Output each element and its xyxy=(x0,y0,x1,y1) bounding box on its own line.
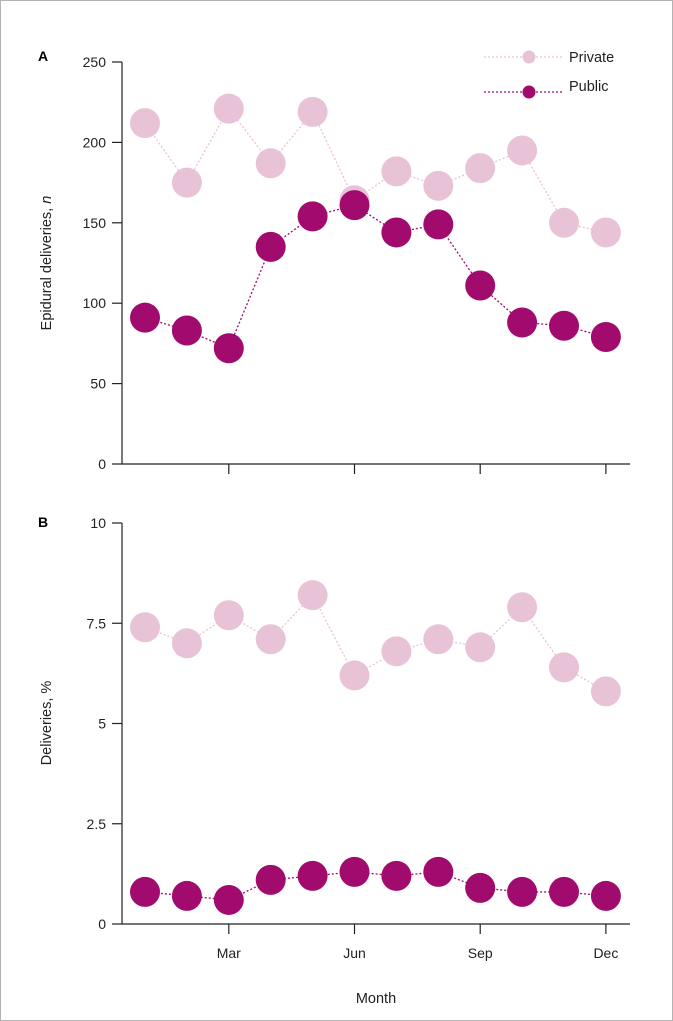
panel-b-private-point xyxy=(423,624,454,655)
panel-a-private-line xyxy=(144,107,607,234)
panel-a-private-point xyxy=(255,148,286,179)
x-tick-label-mar: Mar xyxy=(217,945,241,961)
legend-public-label: Public xyxy=(569,79,609,95)
panel-a-y-ticks: 0 50 100 150 200 250 xyxy=(83,54,122,472)
panel-b-private-point xyxy=(339,660,370,691)
x-axis-title: Month xyxy=(356,991,396,1007)
panel-b-private-point xyxy=(549,652,579,683)
panel-b-public-point xyxy=(423,856,454,887)
panel-a-private-point xyxy=(549,207,579,238)
panel-a-public-point xyxy=(549,310,579,341)
panel-a-public-point xyxy=(339,190,370,221)
panel-a-private-point xyxy=(213,93,244,124)
panel-b-public-point xyxy=(381,860,412,891)
panel-b-private-point xyxy=(171,628,202,659)
panel-a-y-tick-label: 250 xyxy=(83,54,107,70)
panel-b-public-point xyxy=(507,876,538,907)
panel-a-private-point xyxy=(130,108,160,139)
panel-a-private-point xyxy=(297,96,328,127)
panel-b-series xyxy=(130,580,621,915)
panel-a-public-point xyxy=(213,333,244,364)
panel-b-private-point xyxy=(213,600,244,631)
panel-a-public-point xyxy=(171,315,202,346)
panel-a-public-point xyxy=(465,270,496,301)
panel-b-public-point xyxy=(255,864,286,895)
panel-b-public-point xyxy=(549,876,579,907)
panel-b-y-tick-label: 2.5 xyxy=(87,816,107,832)
panel-b-x-ticks: Mar Jun Sep Dec xyxy=(217,924,618,961)
panel-b-public-point xyxy=(213,884,244,915)
panel-b-private-point xyxy=(130,612,160,643)
panel-b-public-point xyxy=(465,872,496,903)
panel-a-y-axis-title: Epidural deliveries, n xyxy=(39,196,55,331)
panel-a-letter: A xyxy=(38,48,48,64)
panel-a-private-point xyxy=(381,156,412,187)
panel-a-public-point xyxy=(590,321,621,352)
panel-a-public-point xyxy=(297,201,328,232)
panel-b-private-point xyxy=(507,592,538,623)
panel-a-y-tick-label: 0 xyxy=(98,456,106,472)
panel-a-y-tick-label: 100 xyxy=(83,295,107,311)
panel-b-private-point xyxy=(381,636,412,667)
x-tick-label-jun: Jun xyxy=(343,945,366,961)
panel-b-private-point xyxy=(255,624,286,655)
panel-b-private-point xyxy=(590,676,621,707)
x-tick-label-sep: Sep xyxy=(468,945,493,961)
panel-b-y-tick-label: 7.5 xyxy=(87,615,107,631)
panel-b-y-ticks: 0 2.5 5 7.5 10 xyxy=(87,515,122,932)
panel-a-private-point xyxy=(171,167,202,198)
panel-b-y-tick-label: 5 xyxy=(98,716,106,732)
panel-b-letter: B xyxy=(38,514,48,530)
panel-a-public-point xyxy=(130,302,160,333)
panel-a-y-tick-label: 200 xyxy=(83,134,107,150)
panel-a-private-point xyxy=(423,170,454,201)
panel-b-private-point xyxy=(465,632,496,663)
legend-public-marker xyxy=(522,85,536,99)
panel-a-series xyxy=(130,93,621,364)
legend: Private Public xyxy=(484,50,614,99)
panel-a-public-point xyxy=(381,217,412,248)
panel-b-public-point xyxy=(297,860,328,891)
legend-private-marker xyxy=(522,50,536,64)
panel-a-private-point xyxy=(590,217,621,248)
panel-b-y-tick-label: 10 xyxy=(90,515,106,531)
panel-a-public-point xyxy=(507,307,538,338)
panel-a-public-point xyxy=(255,231,286,262)
legend-private-label: Private xyxy=(569,50,614,66)
panel-a-y-tick-label: 150 xyxy=(83,215,107,231)
panel-b-public-point xyxy=(130,876,160,907)
panel-a-private-point xyxy=(465,153,496,184)
panel-b: B Deliveries, % Month 0 2.5 5 7.5 10 Mar Jun S… xyxy=(38,514,630,1007)
panel-a-x-ticks xyxy=(228,464,607,474)
panel-b-public-point xyxy=(590,880,621,911)
x-tick-label-dec: Dec xyxy=(593,945,618,961)
panel-b-public-point xyxy=(339,856,370,887)
panel-a-public-line xyxy=(144,204,607,350)
panel-b-public-line xyxy=(144,871,606,901)
panel-b-y-tick-label: 0 xyxy=(98,916,106,932)
panel-a: A Epidural deliveries, n 0 50 100 150 200 250… xyxy=(38,48,630,474)
panel-a-public-point xyxy=(423,209,454,240)
panel-a-y-tick-label: 50 xyxy=(90,376,106,392)
panel-a-private-point xyxy=(507,135,538,166)
panel-b-private-point xyxy=(297,580,328,611)
panel-b-y-axis-title: Deliveries, % xyxy=(39,681,55,766)
panel-b-public-point xyxy=(171,880,202,911)
